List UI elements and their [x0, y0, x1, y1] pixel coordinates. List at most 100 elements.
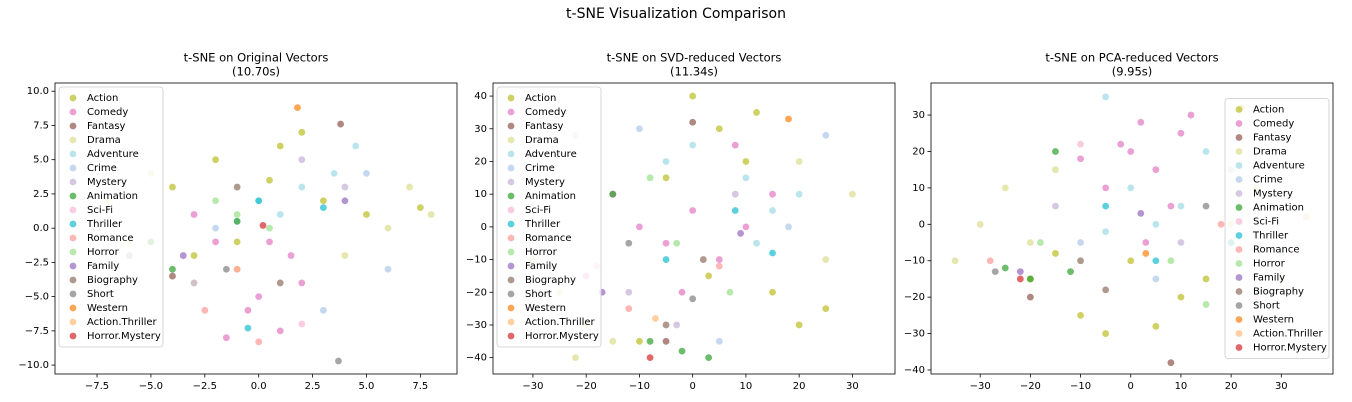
legend-label: Western — [87, 303, 128, 314]
legend-marker — [507, 108, 515, 116]
axes-subtitle: (9.95s) — [1112, 65, 1153, 79]
legend-marker — [69, 290, 77, 298]
point — [737, 230, 744, 237]
point — [822, 305, 830, 313]
point — [715, 256, 723, 263]
point — [572, 354, 579, 362]
point — [330, 169, 338, 177]
legend-label: Short — [1253, 301, 1280, 312]
legend-marker — [69, 122, 77, 130]
legend-label: Crime — [525, 163, 555, 174]
point — [319, 197, 327, 205]
y-tick-label: −30 — [904, 329, 925, 340]
point — [1177, 239, 1185, 246]
legend-label: Romance — [1253, 245, 1299, 256]
point — [689, 141, 697, 149]
point — [255, 338, 263, 346]
legend-marker — [507, 332, 515, 340]
point — [753, 109, 760, 116]
legend-marker — [1235, 218, 1243, 225]
legend-marker — [507, 304, 515, 312]
point — [1202, 275, 1210, 283]
y-tick-label: 10 — [474, 189, 487, 200]
point — [646, 337, 654, 345]
point — [625, 288, 633, 296]
axes-title: t-SNE on PCA-reduced Vectors — [1045, 51, 1218, 65]
y-tick-label: −40 — [466, 353, 487, 364]
point — [769, 207, 776, 214]
legend-label: Adventure — [1253, 161, 1305, 172]
point — [1102, 286, 1110, 294]
point — [705, 272, 713, 280]
legend-marker — [1235, 120, 1243, 127]
legend-marker — [507, 318, 515, 326]
point — [1152, 322, 1160, 330]
point — [1177, 293, 1185, 301]
y-tick-label: 0 — [481, 222, 487, 233]
legend-marker — [507, 206, 515, 214]
point — [662, 239, 670, 247]
x-tick-label: 0 — [689, 381, 695, 392]
point — [651, 315, 659, 322]
legend-label: Short — [525, 289, 552, 300]
x-tick-label: −5.0 — [139, 381, 163, 392]
point — [849, 190, 856, 198]
point — [1016, 268, 1024, 276]
legend-label: Action.Thriller — [87, 317, 158, 328]
legend-label: Comedy — [525, 107, 566, 118]
point — [244, 306, 252, 314]
point — [742, 174, 750, 182]
y-tick-label: 0 — [919, 219, 925, 230]
legend-label: Fantasy — [1253, 133, 1292, 144]
legend-marker — [69, 150, 77, 158]
point — [298, 320, 306, 328]
legend-label: Crime — [1253, 175, 1283, 186]
legend-marker — [1235, 246, 1243, 253]
x-tick-label: 10 — [1175, 381, 1188, 392]
x-tick-label: −30 — [522, 381, 543, 392]
legend-label: Sci-Fi — [525, 205, 551, 216]
legend-label: Drama — [87, 135, 121, 146]
legend-marker — [69, 178, 77, 186]
point — [678, 347, 686, 355]
point — [1037, 239, 1044, 246]
point — [662, 321, 670, 329]
point — [233, 217, 241, 225]
point — [255, 293, 263, 301]
point — [662, 256, 670, 263]
point — [646, 354, 654, 362]
legend-marker — [69, 136, 77, 144]
point — [335, 357, 342, 365]
legend-label: Sci-Fi — [87, 205, 113, 216]
point — [384, 224, 392, 232]
legend-label: Drama — [1253, 147, 1287, 158]
point — [1102, 202, 1110, 210]
legend-marker — [507, 234, 515, 242]
legend-marker — [1235, 330, 1243, 337]
y-tick-label: −7.5 — [25, 326, 49, 337]
legend-label: Thriller — [86, 219, 123, 230]
legend-marker — [69, 108, 77, 116]
y-tick-label: 10.0 — [27, 86, 49, 97]
x-tick-label: 30 — [846, 381, 859, 392]
point — [1001, 264, 1009, 272]
point — [222, 265, 230, 273]
legend-label: Horror.Mystery — [525, 331, 599, 342]
point — [1067, 268, 1074, 276]
point — [341, 183, 349, 191]
point — [1052, 202, 1059, 210]
point — [255, 197, 263, 205]
x-tick-label: −20 — [1020, 381, 1041, 392]
y-tick-label: 5.0 — [33, 155, 49, 166]
point — [201, 306, 209, 314]
point — [769, 288, 776, 296]
y-tick-label: −5.0 — [25, 292, 49, 303]
point — [1127, 184, 1135, 192]
legend-box — [496, 86, 602, 348]
legend-label: Crime — [87, 163, 117, 174]
legend-marker — [1235, 162, 1243, 169]
x-tick-label: 30 — [1275, 381, 1288, 392]
legend-marker — [507, 122, 515, 130]
legend-marker — [69, 206, 77, 214]
point — [1052, 148, 1059, 155]
